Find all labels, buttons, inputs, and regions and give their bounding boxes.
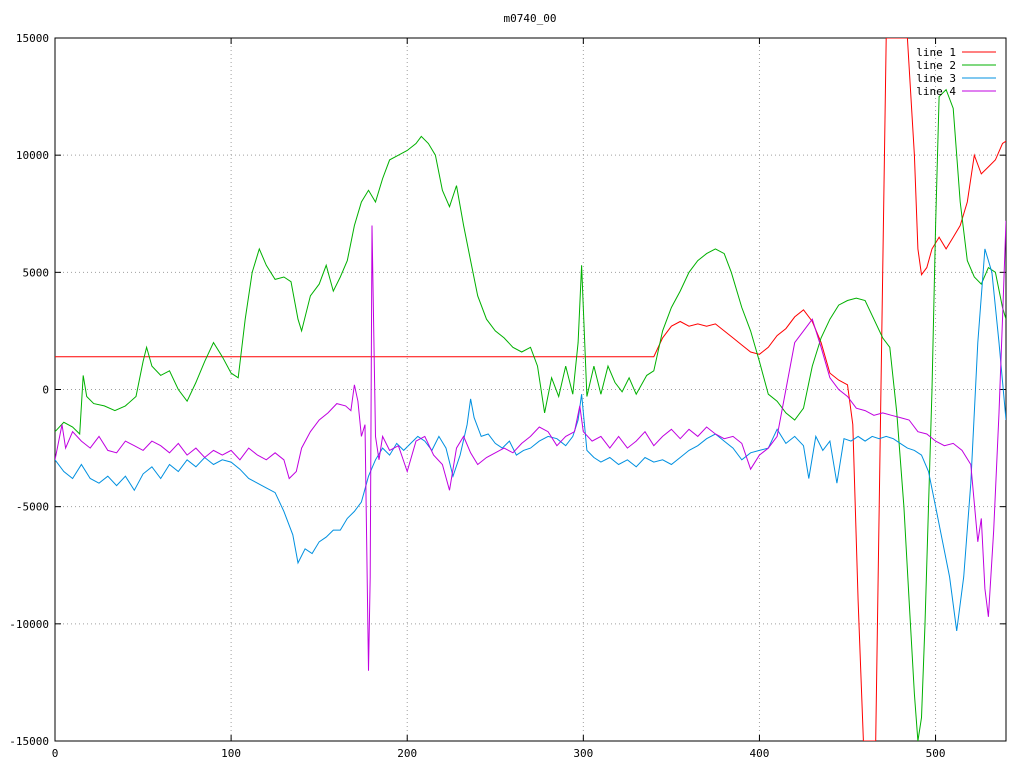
legend-label-2: line 2 <box>916 59 956 72</box>
y-tick-label: 0 <box>42 384 49 397</box>
x-tick-label: 500 <box>926 747 946 760</box>
chart-title: m0740_00 <box>504 12 557 25</box>
series-line-1 <box>55 38 1006 741</box>
x-tick-label: 200 <box>397 747 417 760</box>
legend-label-3: line 3 <box>916 72 956 85</box>
legend-label-1: line 1 <box>916 46 956 59</box>
y-tick-label: 15000 <box>16 32 49 45</box>
y-tick-label: 5000 <box>23 266 50 279</box>
y-tick-label: 10000 <box>16 149 49 162</box>
x-tick-label: 0 <box>52 747 59 760</box>
grid <box>55 38 1006 741</box>
series-line-4 <box>55 220 1006 671</box>
series-lines <box>55 38 1006 741</box>
x-tick-label: 100 <box>221 747 241 760</box>
x-tick-label: 400 <box>750 747 770 760</box>
x-tick-label: 300 <box>573 747 593 760</box>
y-tick-label: -5000 <box>16 501 49 514</box>
legend-label-4: line 4 <box>916 85 956 98</box>
series-line-3 <box>55 248 1006 631</box>
y-tick-label: -10000 <box>9 618 49 631</box>
y-tick-label: -15000 <box>9 735 49 748</box>
axis-ticks: 0 100 200 300 400 500 -15000 -10000 -5000 0 5000 10… <box>9 32 1006 760</box>
series-line-2 <box>55 88 1006 741</box>
